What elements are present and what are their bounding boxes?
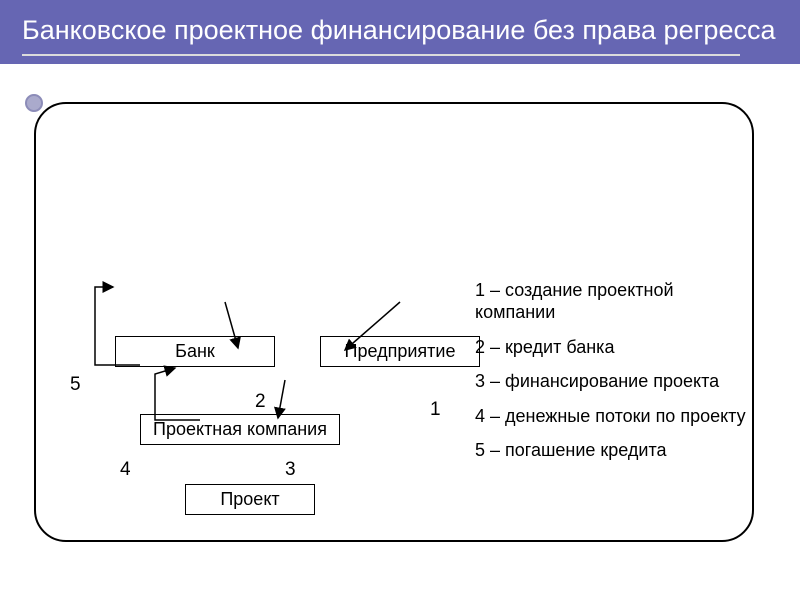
slide-body: Банк Предприятие Проектная компания Прое… bbox=[0, 64, 800, 544]
edge-label-2: 2 bbox=[255, 391, 266, 413]
bullet-icon bbox=[25, 94, 43, 112]
slide-header: Банковское проектное финансирование без … bbox=[0, 0, 800, 64]
edge-label-4: 4 bbox=[120, 459, 131, 481]
header-underline bbox=[22, 54, 740, 56]
legend: 1 – создание проектной компании 2 – кред… bbox=[475, 279, 750, 474]
node-project-company: Проектная компания bbox=[140, 414, 340, 445]
node-project: Проект bbox=[185, 484, 315, 515]
edge-label-5: 5 bbox=[70, 374, 81, 396]
slide-title: Банковское проектное финансирование без … bbox=[22, 14, 778, 48]
node-company: Предприятие bbox=[320, 336, 480, 367]
edge-label-3: 3 bbox=[285, 459, 296, 481]
node-bank: Банк bbox=[115, 336, 275, 367]
legend-item-3: 3 – финансирование проекта bbox=[475, 370, 750, 393]
legend-item-2: 2 – кредит банка bbox=[475, 336, 750, 359]
legend-item-4: 4 – денежные потоки по проекту bbox=[475, 405, 750, 428]
legend-item-5: 5 – погашение кредита bbox=[475, 439, 750, 462]
edge-label-1: 1 bbox=[430, 399, 441, 421]
legend-item-1: 1 – создание проектной компании bbox=[475, 279, 750, 324]
